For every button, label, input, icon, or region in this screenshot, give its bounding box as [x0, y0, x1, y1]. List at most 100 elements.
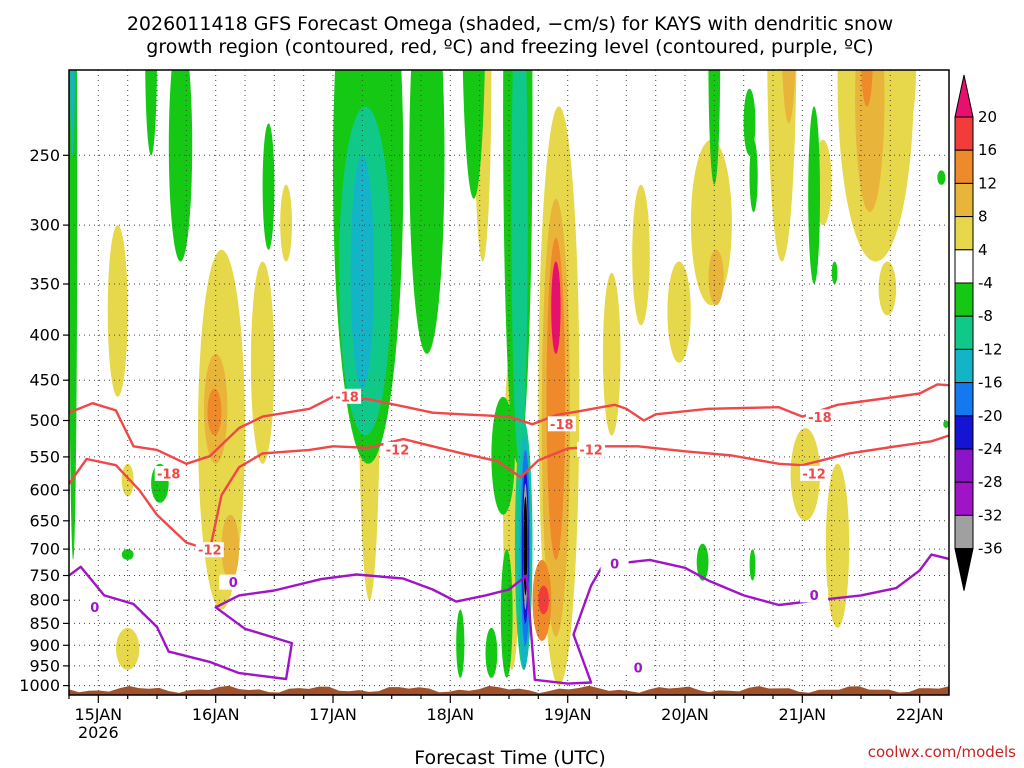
omega-shade-region: [168, 70, 193, 262]
dgz-minus12-label: -12: [386, 443, 410, 458]
omega-shade-region: [262, 123, 275, 250]
omega-shade-region: [749, 139, 758, 213]
colorbar-bin: [954, 216, 974, 251]
y-tick-label: 250: [29, 146, 60, 165]
dgz-minus18-line: [69, 383, 949, 465]
y-tick-label: 550: [29, 447, 60, 466]
omega-shade-region: [602, 272, 621, 436]
omega-shade-region: [250, 261, 275, 464]
colorbar-label: -32: [978, 506, 1003, 524]
colorbar-bin: [954, 448, 974, 483]
omega-shade-region: [280, 184, 292, 262]
dgz-minus12-label-bg: [383, 441, 412, 457]
colorbar-label: -28: [978, 473, 1003, 491]
dgz-minus12-line: [69, 434, 949, 552]
colorbar-bin: [954, 514, 974, 550]
omega-shade-region: [632, 184, 650, 326]
omega-shade-region: [937, 170, 946, 185]
dgz-minus18-label: -18: [808, 411, 832, 426]
omega-shade-region: [145, 70, 157, 156]
y-tick-label: 400: [29, 326, 60, 345]
omega-shade-region: [456, 609, 465, 678]
terrain-ground: [69, 685, 949, 695]
freezing-level-0c-label-bg: [624, 659, 653, 675]
omega-shade-region: [116, 627, 140, 670]
colorbar-bin-bottom-arrow: [954, 548, 974, 591]
omega-shade-region: [861, 70, 873, 107]
x-tick-year-label: 2026: [78, 723, 119, 742]
freezing-level-0c-label-group: 0: [219, 574, 248, 591]
colorbar-bin: [954, 315, 974, 350]
colorbar-label: 20: [978, 108, 997, 126]
x-tick-label: 22JAN: [896, 705, 944, 724]
omega-shade-region: [511, 70, 528, 464]
omega-shade-region: [409, 70, 445, 354]
dgz-minus18-label: -18: [335, 390, 359, 405]
dgz-minus12-label: -12: [579, 443, 603, 458]
dgz-minus18-label-group: -18: [333, 388, 362, 405]
y-tick-label: 800: [29, 591, 60, 610]
omega-shade-region: [462, 70, 485, 199]
y-tick-label: 850: [29, 614, 60, 633]
colorbar-bin: [954, 481, 974, 516]
dgz-minus12-label-bg: [577, 441, 606, 457]
y-tick-label: 750: [29, 566, 60, 585]
contour-lines: -18 -18 -18 -18 -12 -12 -12 -12 0 0 0 0 0: [69, 383, 949, 685]
y-tick-label: 600: [29, 481, 60, 500]
credit-text: coolwx.com/models: [868, 743, 1016, 761]
y-tick-label: 950: [29, 656, 60, 675]
colorbar-bin: [954, 149, 974, 184]
dgz-minus12-label-group: -12: [577, 441, 606, 458]
colorbar-label: -36: [978, 540, 1003, 558]
omega-shade-region: [782, 70, 796, 124]
omega-shading: [69, 70, 949, 686]
y-tick-label: 350: [29, 275, 60, 294]
omega-shade-region: [855, 70, 885, 213]
colorbar-bin: [954, 249, 974, 284]
colorbar-label: -4: [978, 274, 993, 292]
freezing-level-0c-label: 0: [810, 589, 819, 604]
y-tick-label: 300: [29, 216, 60, 235]
dgz-minus18-label: -18: [550, 418, 574, 433]
dgz-minus12-label-bg: [800, 465, 829, 481]
omega-shade-region: [485, 627, 498, 678]
dgz-minus12-label: -12: [802, 467, 826, 482]
freezing-level-0c-label-group: 0: [600, 556, 629, 573]
freezing-level-0c-label-group: 0: [624, 659, 653, 676]
omega-shade-region: [902, 70, 917, 124]
omega-shade-region: [551, 261, 561, 354]
dgz-minus12-label-group: -12: [383, 441, 412, 458]
freezing-level-0c-line: [69, 553, 949, 685]
omega-shade-region: [708, 70, 721, 185]
dgz-minus18-label: -18: [157, 467, 181, 482]
x-axis-title: Forecast Time (UTC): [414, 747, 605, 768]
colorbar-label: -20: [978, 407, 1003, 425]
dgz-minus18-label-group: -18: [154, 465, 183, 482]
omega-shade-region: [831, 261, 838, 285]
dgz-minus12-label: -12: [198, 544, 222, 559]
y-tick-label: 900: [29, 636, 60, 655]
colorbar-label: 16: [978, 141, 997, 159]
omega-shade-region: [749, 549, 756, 581]
chart-title-line-1: 2026011418 GFS Forecast Omega (shaded, −…: [127, 13, 893, 35]
freezing-level-0c-label: 0: [90, 601, 99, 616]
x-tick-label: 21JAN: [778, 705, 826, 724]
y-tick-label: 500: [29, 411, 60, 430]
y-tick-label: 450: [29, 371, 60, 390]
y-axis: 250 300 350 400 450 500 550 600 650 700 750 800 850 9…: [19, 146, 69, 695]
omega-shade-region: [350, 155, 374, 389]
colorbar-label: -8: [978, 307, 993, 325]
dgz-minus12-label-group: -12: [195, 542, 224, 559]
y-tick-label: 1000: [19, 676, 60, 695]
dgz-minus18-label-group: -18: [805, 409, 834, 426]
dgz-minus18-label-bg: [547, 416, 576, 432]
gridlines: [69, 70, 949, 695]
freezing-level-0c-label-bg: [80, 599, 109, 615]
colorbar-label: -16: [978, 374, 1003, 392]
x-tick-label: 15JAN: [74, 705, 122, 724]
colorbar-label: 8: [978, 208, 988, 226]
x-tick-label: 18JAN: [426, 705, 474, 724]
dgz-minus12-label-group: -12: [800, 465, 829, 482]
colorbar-bin: [954, 415, 974, 450]
